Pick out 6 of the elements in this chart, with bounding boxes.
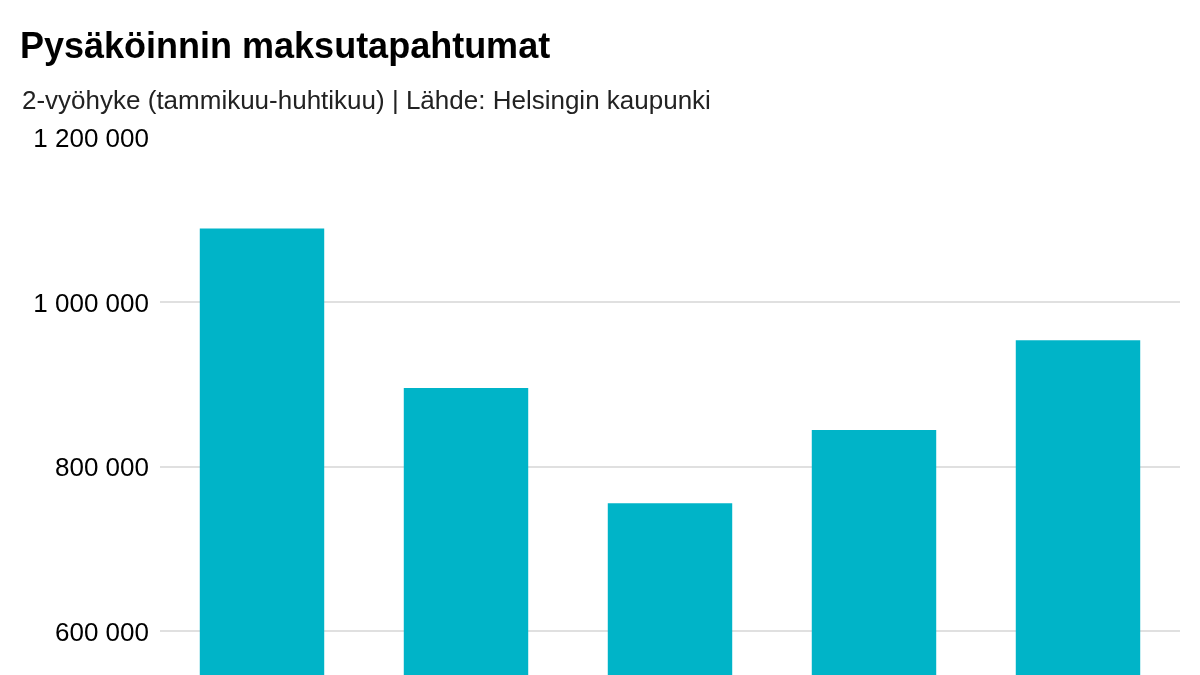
y-tick-label: 600 000 bbox=[55, 616, 149, 647]
y-tick-label: 1 200 000 bbox=[33, 123, 149, 154]
chart-subtitle: 2-vyöhyke (tammikuu-huhtikuu) | Lähde: Helsingin kaupunki bbox=[22, 85, 711, 115]
y-tick-label: 800 000 bbox=[55, 452, 149, 483]
y-tick-label: 1 000 000 bbox=[33, 287, 149, 318]
chart-title: Pysäköinnin maksutapahtumat bbox=[20, 24, 551, 66]
